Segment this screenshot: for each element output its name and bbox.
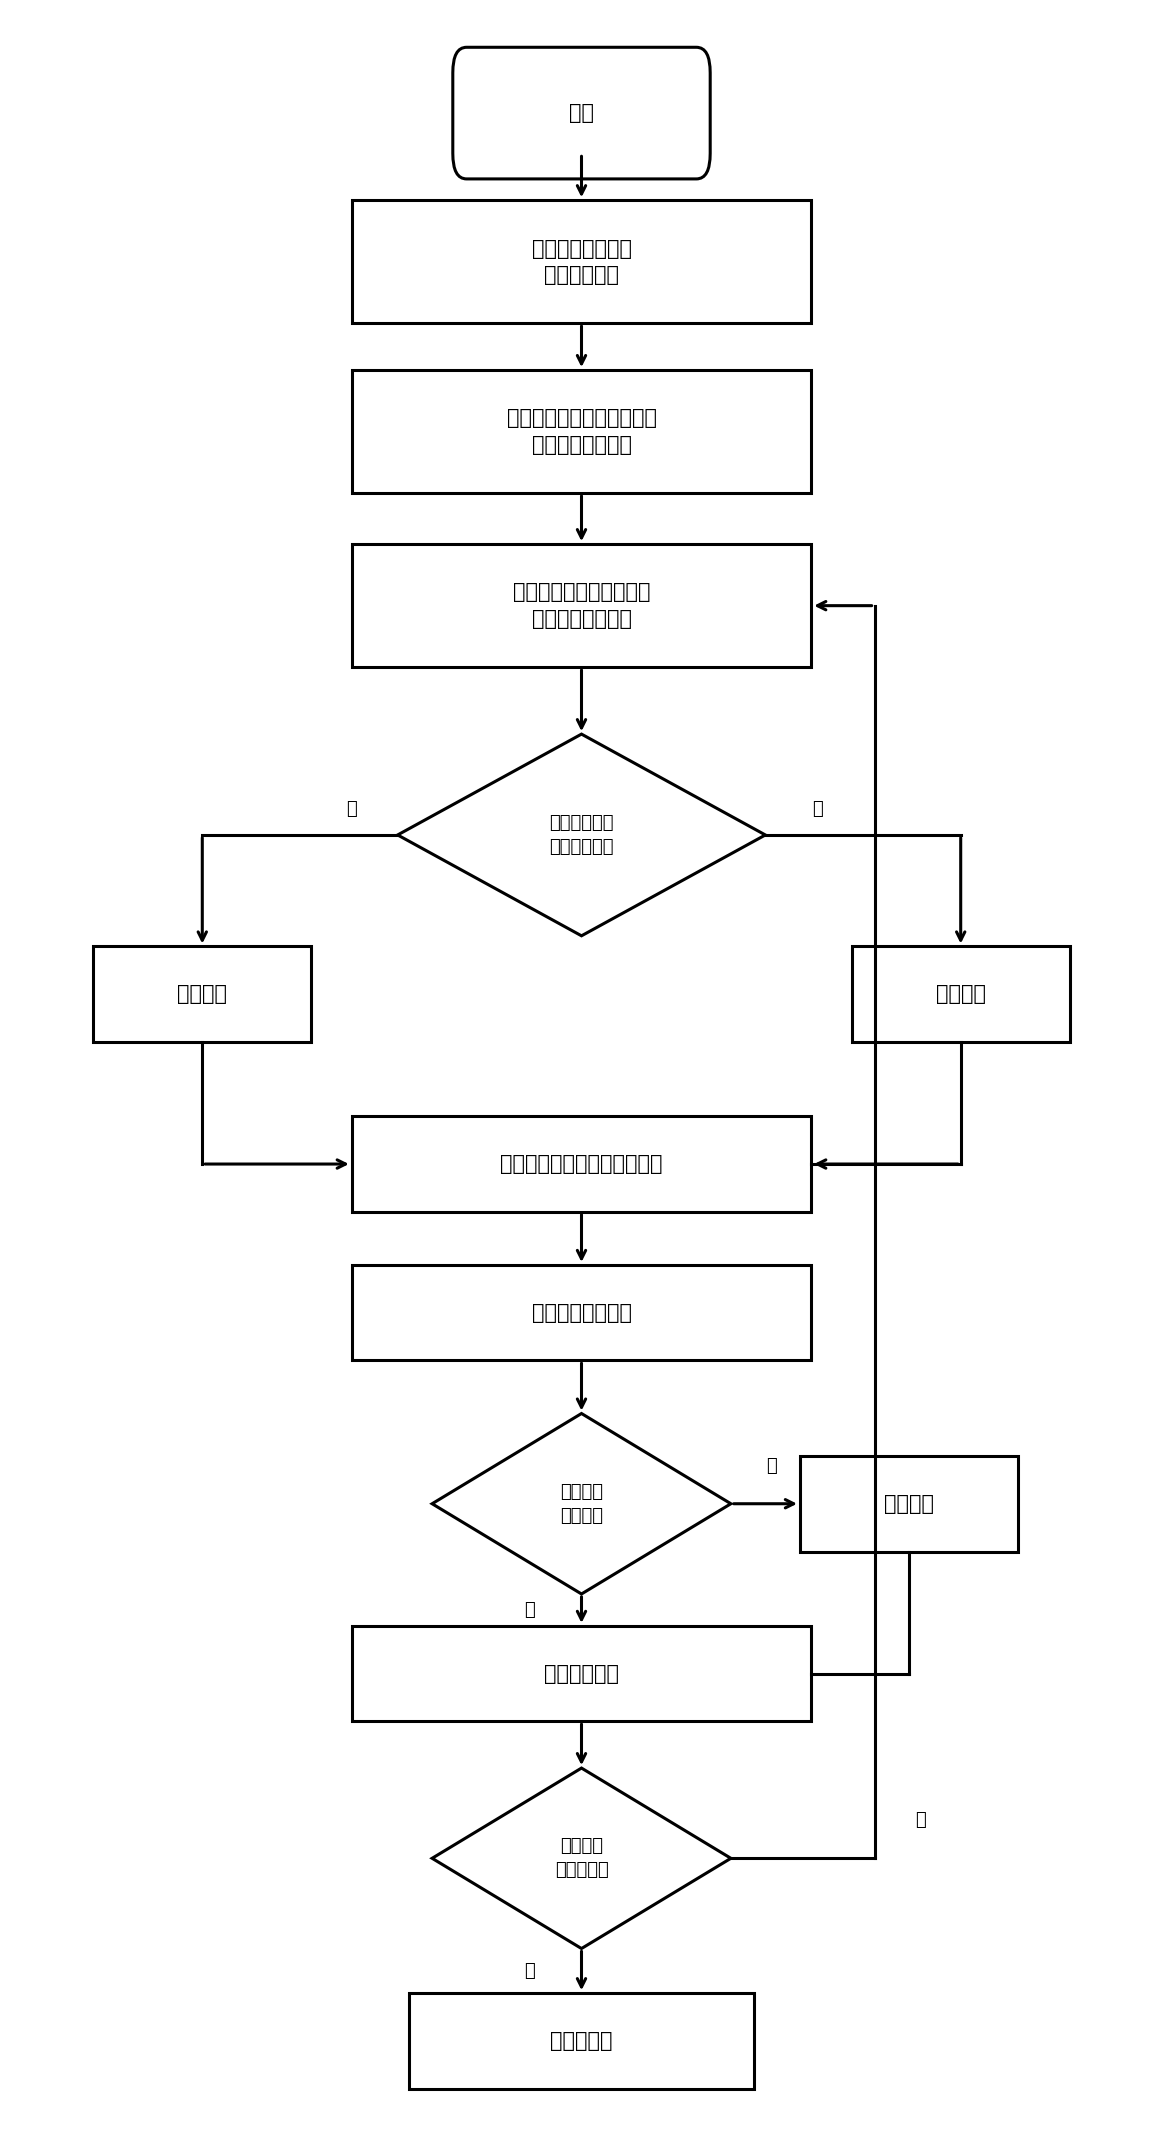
Bar <box>351 370 812 494</box>
Text: 是否为退
火代数？: 是否为退 火代数？ <box>561 1483 602 1524</box>
Text: 根据分组率，将猫分为跟
踪模式和搜寻模式: 根据分组率，将猫分为跟 踪模式和搜寻模式 <box>513 583 650 628</box>
Polygon shape <box>433 1413 730 1594</box>
Bar <box>93 947 312 1043</box>
Bar <box>409 1994 754 2088</box>
Text: 判断猫是否处
于搜寻模式？: 判断猫是否处 于搜寻模式？ <box>549 814 614 855</box>
Polygon shape <box>433 1767 730 1949</box>
Polygon shape <box>398 735 765 936</box>
Bar <box>351 201 812 323</box>
Text: 初始化种群，疫苗和中心位
置，计算适应度値: 初始化种群，疫苗和中心位 置，计算适应度値 <box>507 408 656 455</box>
Text: 否: 否 <box>525 1601 535 1620</box>
Bar <box>351 545 812 667</box>
Text: 退火搜索: 退火搜索 <box>884 1494 934 1513</box>
Bar <box>800 1455 1018 1551</box>
Text: 搜寻模式: 搜寻模式 <box>177 985 227 1004</box>
Text: 设定参数：种群规
模，分组率等: 设定参数：种群规 模，分组率等 <box>531 239 632 284</box>
Text: 跟踪模式: 跟踪模式 <box>936 985 986 1004</box>
Text: 是: 是 <box>525 1962 535 1979</box>
Text: 是否满足
结束条件？: 是否满足 结束条件？ <box>555 1838 608 1878</box>
Text: 更新迭代次数: 更新迭代次数 <box>544 1663 619 1684</box>
FancyBboxPatch shape <box>452 47 711 180</box>
Text: 输出最优解: 输出最优解 <box>550 2030 613 2052</box>
Text: 计算适应度値，并更新最优解: 计算适应度値，并更新最优解 <box>500 1154 663 1173</box>
Text: 是: 是 <box>765 1457 777 1475</box>
Text: 否: 否 <box>812 801 822 818</box>
Bar <box>351 1265 812 1361</box>
Bar <box>351 1116 812 1212</box>
Bar <box>851 947 1070 1043</box>
Text: 否: 否 <box>915 1810 926 1829</box>
Text: 更新种群中心位置: 更新种群中心位置 <box>531 1304 632 1323</box>
Text: 是: 是 <box>347 801 357 818</box>
Bar <box>351 1626 812 1722</box>
Text: 开始: 开始 <box>569 103 594 124</box>
